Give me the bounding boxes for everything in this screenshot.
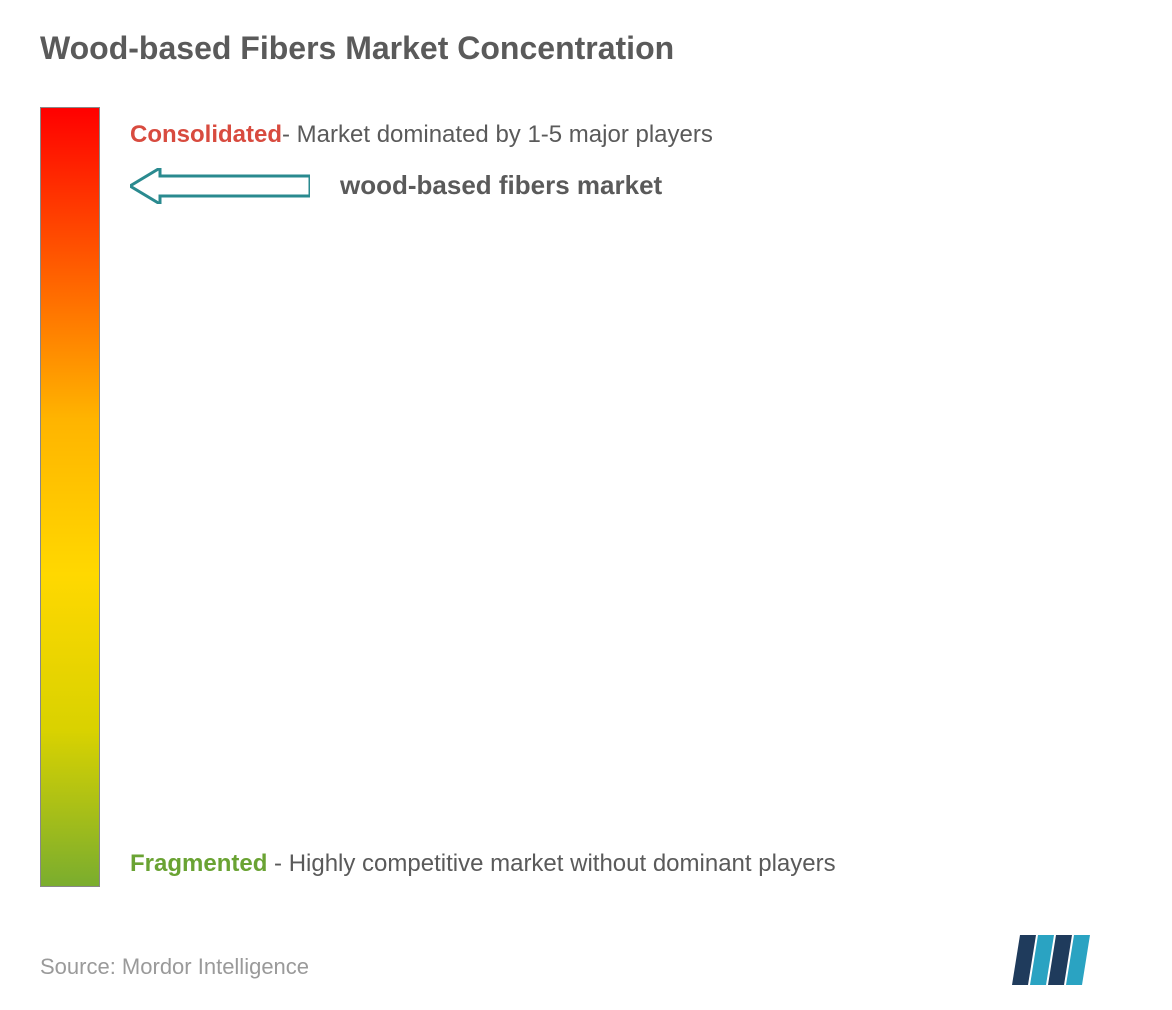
mordor-logo-icon: [1012, 935, 1092, 985]
marker-row: wood-based fibers market: [130, 168, 1132, 204]
consolidated-label: Consolidated: [130, 121, 282, 148]
concentration-gradient-bar: [40, 107, 100, 887]
fragmented-label: Fragmented: [130, 850, 267, 877]
consolidated-block: Consolidated- Market dominated by 1-5 ma…: [130, 112, 1132, 158]
fragmented-block: Fragmented - Highly competitive market w…: [130, 841, 836, 887]
market-concentration-panel: Wood-based Fibers Market Concentration C…: [0, 0, 1172, 1010]
marker-label: wood-based fibers market: [340, 170, 662, 201]
arrow-left-icon: [130, 168, 310, 204]
chart-title: Wood-based Fibers Market Concentration: [40, 30, 1132, 67]
content-area: Consolidated- Market dominated by 1-5 ma…: [40, 107, 1132, 887]
text-column: Consolidated- Market dominated by 1-5 ma…: [130, 107, 1132, 887]
fragmented-description: - Highly competitive market without domi…: [267, 850, 835, 877]
consolidated-description: - Market dominated by 1-5 major players: [282, 121, 713, 148]
source-footer: Source: Mordor Intelligence: [40, 954, 309, 980]
